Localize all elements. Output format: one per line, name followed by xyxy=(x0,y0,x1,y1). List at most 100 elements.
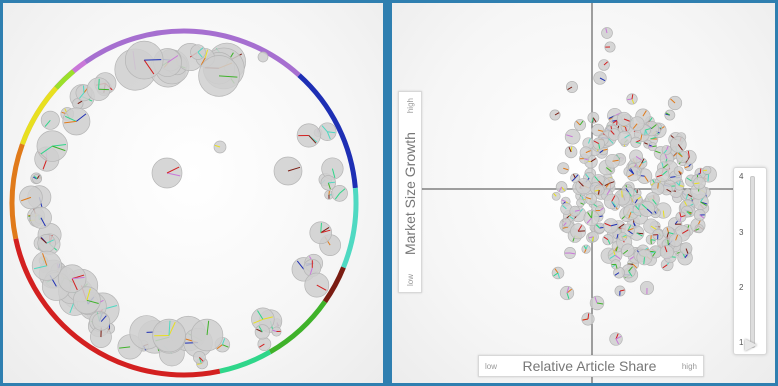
bubble[interactable] xyxy=(583,210,600,227)
bubble[interactable] xyxy=(601,27,613,39)
bubble[interactable] xyxy=(566,81,578,93)
bubble[interactable] xyxy=(124,40,164,80)
bubble[interactable] xyxy=(594,222,606,234)
bubble[interactable] xyxy=(661,144,672,155)
bubble[interactable] xyxy=(667,95,683,111)
bubble[interactable] xyxy=(621,264,636,279)
ring-segment[interactable] xyxy=(13,238,221,378)
bubble[interactable] xyxy=(693,176,706,190)
bubble[interactable] xyxy=(257,337,272,351)
bubble[interactable] xyxy=(614,285,626,297)
bubble[interactable] xyxy=(621,243,635,257)
bubble[interactable] xyxy=(587,111,600,124)
bubble[interactable] xyxy=(273,156,303,186)
bubble[interactable] xyxy=(575,178,592,195)
bubble[interactable] xyxy=(62,107,91,136)
bubble[interactable] xyxy=(152,318,186,353)
bubble[interactable] xyxy=(72,286,101,315)
ring-segment[interactable] xyxy=(9,143,25,240)
bubble[interactable] xyxy=(331,185,348,202)
bubble[interactable] xyxy=(254,324,270,340)
bubble[interactable] xyxy=(561,218,571,228)
bubble[interactable] xyxy=(190,44,206,60)
level-slider[interactable]: 4 3 2 1 xyxy=(733,167,767,355)
bubble[interactable] xyxy=(593,71,607,85)
bubble[interactable] xyxy=(659,244,675,260)
bubble[interactable] xyxy=(190,318,224,352)
bubble[interactable] xyxy=(626,93,638,105)
bubble[interactable] xyxy=(592,137,605,150)
bubble[interactable] xyxy=(673,166,684,176)
bubble[interactable] xyxy=(576,198,585,208)
bubble[interactable] xyxy=(603,177,616,190)
bubble[interactable] xyxy=(555,181,568,193)
ring-segment[interactable] xyxy=(20,86,59,146)
bubble[interactable] xyxy=(682,188,694,200)
bubble[interactable] xyxy=(636,249,653,266)
bubble[interactable] xyxy=(581,312,595,326)
bubble[interactable] xyxy=(605,153,620,169)
bubble[interactable] xyxy=(569,205,581,217)
bubble[interactable] xyxy=(198,55,240,97)
bubble-chart[interactable] xyxy=(392,3,775,383)
bubble[interactable] xyxy=(604,41,616,53)
bubble[interactable] xyxy=(37,234,56,253)
ring-segment[interactable] xyxy=(268,300,327,355)
slider-track[interactable] xyxy=(750,176,755,348)
bubble[interactable] xyxy=(679,242,693,255)
ring-segment[interactable] xyxy=(54,69,76,90)
bubble[interactable] xyxy=(675,211,687,223)
bubble[interactable] xyxy=(296,123,321,148)
bubble[interactable] xyxy=(29,206,52,229)
bubble[interactable] xyxy=(551,191,561,201)
bubble[interactable] xyxy=(632,194,643,205)
bubble[interactable] xyxy=(587,231,599,243)
bubble[interactable] xyxy=(655,167,670,183)
bubble[interactable] xyxy=(617,130,632,146)
ring-segment[interactable] xyxy=(219,349,272,374)
bubble[interactable] xyxy=(616,111,632,127)
bubble[interactable] xyxy=(598,59,610,71)
bubble[interactable] xyxy=(603,193,620,210)
bubble[interactable] xyxy=(629,116,645,132)
bubble[interactable] xyxy=(86,77,111,102)
bubble[interactable] xyxy=(309,221,333,245)
bubble[interactable] xyxy=(36,130,68,162)
bubble[interactable] xyxy=(668,233,683,247)
bubble[interactable] xyxy=(564,128,581,145)
bubble[interactable] xyxy=(693,209,706,221)
bubble[interactable] xyxy=(318,122,337,141)
circle-chart[interactable] xyxy=(3,3,383,383)
bubble[interactable] xyxy=(610,259,622,270)
bubble[interactable] xyxy=(638,200,655,217)
bubble[interactable] xyxy=(602,234,614,246)
bubble[interactable] xyxy=(151,157,183,189)
bubble[interactable] xyxy=(579,146,593,159)
bubble[interactable] xyxy=(551,266,565,280)
slider-handle[interactable] xyxy=(745,339,757,351)
bubble[interactable] xyxy=(609,332,623,346)
ring-segment[interactable] xyxy=(297,73,358,189)
bubble[interactable] xyxy=(557,162,570,175)
bubble[interactable] xyxy=(618,232,628,242)
bubble[interactable] xyxy=(192,351,206,364)
bubble[interactable] xyxy=(630,136,642,148)
bubble[interactable] xyxy=(581,244,591,254)
bubble[interactable] xyxy=(603,218,619,234)
bubble[interactable] xyxy=(639,280,655,296)
bubble[interactable] xyxy=(549,109,561,121)
bubble[interactable] xyxy=(626,166,642,182)
bubble[interactable] xyxy=(40,110,60,130)
y-axis-label-box[interactable]: low Market Size Growth high xyxy=(398,91,422,293)
bubble[interactable] xyxy=(19,185,43,210)
bubble[interactable] xyxy=(559,285,575,301)
ring-segment[interactable] xyxy=(322,266,346,304)
bubble[interactable] xyxy=(591,123,605,137)
bubble[interactable] xyxy=(664,109,676,121)
bubble[interactable] xyxy=(570,172,581,184)
bubble[interactable] xyxy=(629,149,643,164)
bubble[interactable] xyxy=(702,165,712,175)
ring-segment[interactable] xyxy=(341,187,359,269)
bubble[interactable] xyxy=(31,250,62,281)
x-axis-label-box[interactable]: low Relative Article Share high xyxy=(478,355,704,377)
